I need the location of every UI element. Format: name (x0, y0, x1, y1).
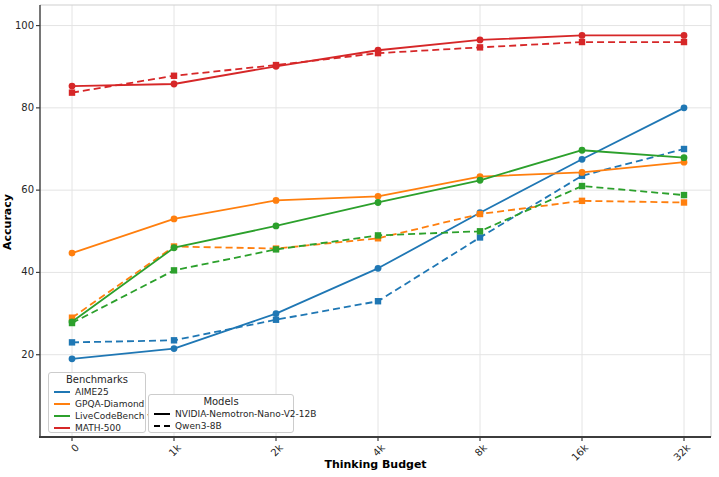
accuracy-vs-thinking-budget-chart: 2040608010001k2k4k8k16k32k Accuracy Thin… (0, 0, 719, 477)
y-axis-title: Accuracy (1, 192, 15, 252)
data-point (375, 199, 382, 206)
x-axis-title: Thinking Budget (40, 458, 711, 471)
data-point (579, 39, 585, 45)
data-point (69, 83, 76, 90)
data-point (681, 39, 687, 45)
benchmarks-legend: Benchmarks AIME25 GPQA-Diamond LiveCodeB… (48, 372, 146, 433)
data-point (681, 199, 687, 205)
data-point (273, 246, 279, 252)
data-point (681, 146, 687, 152)
data-point (69, 320, 75, 326)
data-point (273, 310, 280, 317)
data-point (69, 339, 75, 345)
legend-item-gpqa-diamond: GPQA-Diamond (49, 398, 145, 410)
data-point (273, 62, 279, 68)
data-point (681, 32, 688, 39)
data-point (477, 44, 483, 50)
legend-label: AIME25 (75, 387, 109, 397)
legend-item-livecodebench: LiveCodeBench v5 (49, 410, 145, 422)
legend-label: MATH-500 (75, 423, 121, 433)
data-point (579, 156, 586, 163)
data-point (579, 198, 585, 204)
data-point (477, 177, 484, 184)
data-point (273, 317, 279, 323)
data-point (375, 298, 381, 304)
data-point (69, 355, 76, 362)
data-point (681, 192, 687, 198)
data-point (477, 211, 483, 217)
data-point (375, 50, 381, 56)
dashed-line-swatch-icon (154, 425, 170, 427)
livecodebench-line-swatch-icon (54, 415, 70, 417)
benchmarks-legend-title: Benchmarks (49, 373, 145, 386)
data-point (375, 193, 382, 200)
data-point (171, 267, 177, 273)
solid-line-swatch-icon (154, 413, 170, 415)
data-point (477, 37, 484, 44)
legend-label: GPQA-Diamond (75, 399, 144, 409)
data-point (69, 250, 76, 257)
data-point (375, 265, 382, 272)
data-point (681, 154, 688, 161)
data-point (69, 89, 75, 95)
data-point (171, 216, 178, 223)
data-point (171, 244, 178, 251)
data-point (579, 183, 585, 189)
data-point (171, 337, 177, 343)
legend-item-nemotron: NVIDIA-Nemotron-Nano-V2-12B (149, 408, 293, 420)
math500-line-swatch-icon (54, 427, 70, 429)
data-point (477, 234, 483, 240)
data-point (375, 232, 381, 238)
legend-item-math500: MATH-500 (49, 422, 145, 434)
data-point (579, 147, 586, 154)
legend-label: LiveCodeBench v5 (75, 411, 158, 421)
legend-label: Qwen3-8B (175, 421, 222, 431)
data-point (171, 345, 178, 352)
data-point (171, 73, 177, 79)
data-point (171, 81, 178, 88)
aime25-line-swatch-icon (54, 391, 70, 393)
data-point (477, 228, 483, 234)
models-legend: Models NVIDIA-Nemotron-Nano-V2-12B Qwen3… (148, 394, 294, 433)
data-point (273, 223, 280, 230)
data-point (579, 169, 586, 176)
data-point (681, 104, 688, 111)
gpqa-line-swatch-icon (54, 403, 70, 405)
legend-item-aime25: AIME25 (49, 386, 145, 398)
legend-item-qwen3-8b: Qwen3-8B (149, 420, 293, 432)
models-legend-title: Models (149, 395, 293, 408)
legend-label: NVIDIA-Nemotron-Nano-V2-12B (175, 409, 316, 419)
data-point (579, 32, 586, 39)
data-point (273, 197, 280, 204)
